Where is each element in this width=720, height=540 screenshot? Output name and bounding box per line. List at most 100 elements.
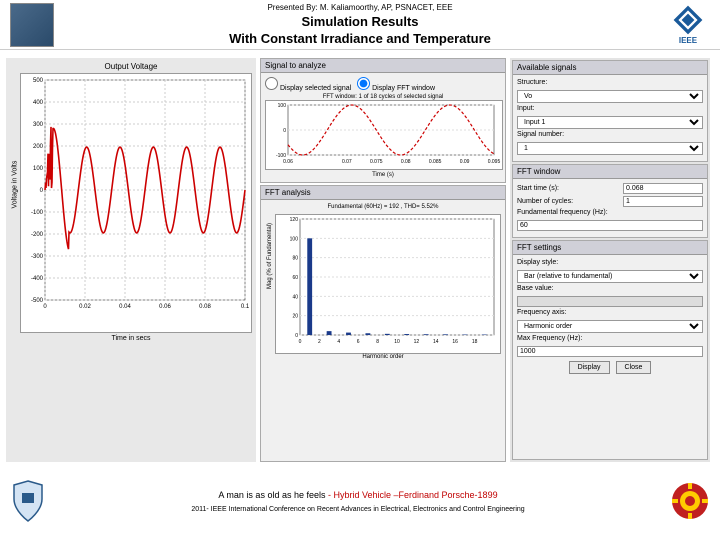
- output-voltage-ylabel: Voltage in Volts: [12, 198, 19, 208]
- signal-xlabel: Time (s): [265, 172, 501, 178]
- svg-text:100: 100: [290, 236, 299, 242]
- svg-text:-100: -100: [31, 210, 44, 216]
- svg-text:18: 18: [472, 339, 478, 345]
- input-select[interactable]: Input 1: [517, 116, 703, 129]
- svg-text:2: 2: [318, 339, 321, 345]
- svg-text:0.06: 0.06: [159, 304, 171, 310]
- slide-title-1: Simulation Results: [54, 14, 666, 29]
- svg-text:0.06: 0.06: [283, 159, 293, 165]
- svg-text:-300: -300: [31, 254, 44, 260]
- max-freq-input[interactable]: [517, 346, 703, 357]
- output-voltage-xlabel: Time in secs: [10, 335, 252, 342]
- output-voltage-title: Output Voltage: [10, 62, 252, 71]
- svg-text:0: 0: [40, 188, 44, 194]
- shield-icon: [10, 479, 46, 523]
- fft-window-header: FFT window: [513, 165, 707, 179]
- svg-text:16: 16: [452, 339, 458, 345]
- signal-display-options: Display selected signal Display FFT wind…: [265, 77, 501, 92]
- fft-subtitle: Fundamental (60Hz) = 192 , THD= 5.52%: [265, 204, 501, 210]
- display-style-select[interactable]: Bar (relative to fundamental): [517, 270, 703, 283]
- fft-xlabel: Harmonic order: [265, 354, 501, 360]
- output-voltage-panel: Output Voltage Voltage in Volts 0 0.02 0.0…: [6, 58, 256, 462]
- close-button[interactable]: Close: [616, 361, 652, 374]
- signal-analyze-panel: Signal to analyze Display selected signa…: [260, 58, 506, 183]
- svg-text:4: 4: [337, 339, 340, 345]
- svg-text:-500: -500: [31, 298, 44, 304]
- svg-text:120: 120: [290, 217, 299, 223]
- ieee-label: IEEE: [679, 36, 697, 45]
- fft-window-panel: FFT window Start time (s): Number of cyc…: [512, 164, 708, 238]
- available-signals-header: Available signals: [513, 61, 707, 75]
- display-button[interactable]: Display: [569, 361, 610, 374]
- svg-text:200: 200: [33, 144, 44, 150]
- freq-axis-label: Frequency axis:: [517, 309, 703, 316]
- fft-settings-header: FFT settings: [513, 241, 707, 255]
- svg-text:0.02: 0.02: [79, 304, 91, 310]
- available-signals-panel: Available signals Structure: Vo Input: I…: [512, 60, 708, 162]
- slide-title-2: With Constant Irradiance and Temperature: [54, 31, 666, 46]
- fft-ylabel: Mag (% of Fundamental): [267, 279, 273, 289]
- start-time-input[interactable]: [623, 183, 703, 194]
- signum-label: Signal number:: [517, 131, 703, 138]
- cycles-input[interactable]: [623, 196, 703, 207]
- svg-text:-200: -200: [31, 232, 44, 238]
- opt-display-fft[interactable]: Display FFT window: [357, 77, 435, 92]
- start-time-label: Start time (s):: [517, 185, 619, 192]
- output-voltage-chart: 00.020.040.060.080.1-500-400-300-200-100…: [20, 73, 252, 333]
- fund-freq-input[interactable]: [517, 220, 703, 231]
- svg-text:0.07: 0.07: [342, 159, 352, 165]
- svg-text:40: 40: [292, 294, 298, 300]
- ieee-badge: IEEE: [666, 4, 710, 45]
- content-area: Output Voltage Voltage in Volts 0 0.02 0.0…: [0, 50, 720, 470]
- svg-text:0: 0: [283, 128, 286, 134]
- svg-text:20: 20: [292, 314, 298, 320]
- base-value-input[interactable]: [517, 296, 703, 307]
- svg-text:0.04: 0.04: [119, 304, 131, 310]
- svg-text:100: 100: [278, 103, 287, 109]
- svg-text:80: 80: [292, 256, 298, 262]
- svg-text:300: 300: [33, 122, 44, 128]
- svg-text:10: 10: [394, 339, 400, 345]
- svg-text:12: 12: [414, 339, 420, 345]
- svg-text:60: 60: [292, 275, 298, 281]
- svg-text:0.08: 0.08: [401, 159, 411, 165]
- header-text: Presented By: M. Kaliamoorthy, AP, PSNAC…: [54, 3, 666, 46]
- fft-chart: 020406080100120024681012141618: [275, 214, 501, 354]
- opt-display-selected[interactable]: Display selected signal: [265, 77, 351, 92]
- footer: A man is as old as he feels - Hybrid Veh…: [0, 470, 720, 532]
- structure-label: Structure:: [517, 79, 703, 86]
- freq-axis-select[interactable]: Harmonic order: [517, 320, 703, 333]
- svg-text:0.08: 0.08: [199, 304, 211, 310]
- header: Presented By: M. Kaliamoorthy, AP, PSNAC…: [0, 0, 720, 50]
- right-column: Available signals Structure: Vo Input: I…: [510, 58, 710, 462]
- fund-freq-label: Fundamental frequency (Hz):: [517, 209, 703, 216]
- svg-text:500: 500: [33, 78, 44, 84]
- display-style-label: Display style:: [517, 259, 703, 266]
- signal-panel-header: Signal to analyze: [261, 59, 505, 73]
- mid-column: Signal to analyze Display selected signa…: [260, 58, 506, 462]
- svg-text:0: 0: [299, 339, 302, 345]
- svg-text:100: 100: [33, 166, 44, 172]
- svg-text:0.09: 0.09: [460, 159, 470, 165]
- gear-icon: [670, 481, 710, 521]
- svg-text:0: 0: [43, 304, 47, 310]
- svg-text:6: 6: [357, 339, 360, 345]
- cycles-label: Number of cycles:: [517, 198, 619, 205]
- svg-text:8: 8: [376, 339, 379, 345]
- footer-text: A man is as old as he feels - Hybrid Veh…: [46, 490, 670, 513]
- svg-text:14: 14: [433, 339, 439, 345]
- max-freq-label: Max Frequency (Hz):: [517, 335, 703, 342]
- input-label: Input:: [517, 105, 703, 112]
- presented-by: Presented By: M. Kaliamoorthy, AP, PSNAC…: [54, 3, 666, 12]
- fft-analysis-panel: FFT analysis Fundamental (60Hz) = 192 , …: [260, 185, 506, 462]
- svg-text:400: 400: [33, 100, 44, 106]
- svg-text:0.095: 0.095: [488, 159, 501, 165]
- ieee-diamond-icon: [672, 4, 704, 36]
- fft-settings-panel: FFT settings Display style: Bar (relativ…: [512, 240, 708, 460]
- svg-text:0.085: 0.085: [429, 159, 442, 165]
- structure-select[interactable]: Vo: [517, 90, 703, 103]
- signal-chart: -10001000.060.070.0750.080.0850.090.095: [265, 100, 503, 170]
- svg-text:-400: -400: [31, 276, 44, 282]
- fft-panel-header: FFT analysis: [261, 186, 505, 200]
- signum-select[interactable]: 1: [517, 142, 703, 155]
